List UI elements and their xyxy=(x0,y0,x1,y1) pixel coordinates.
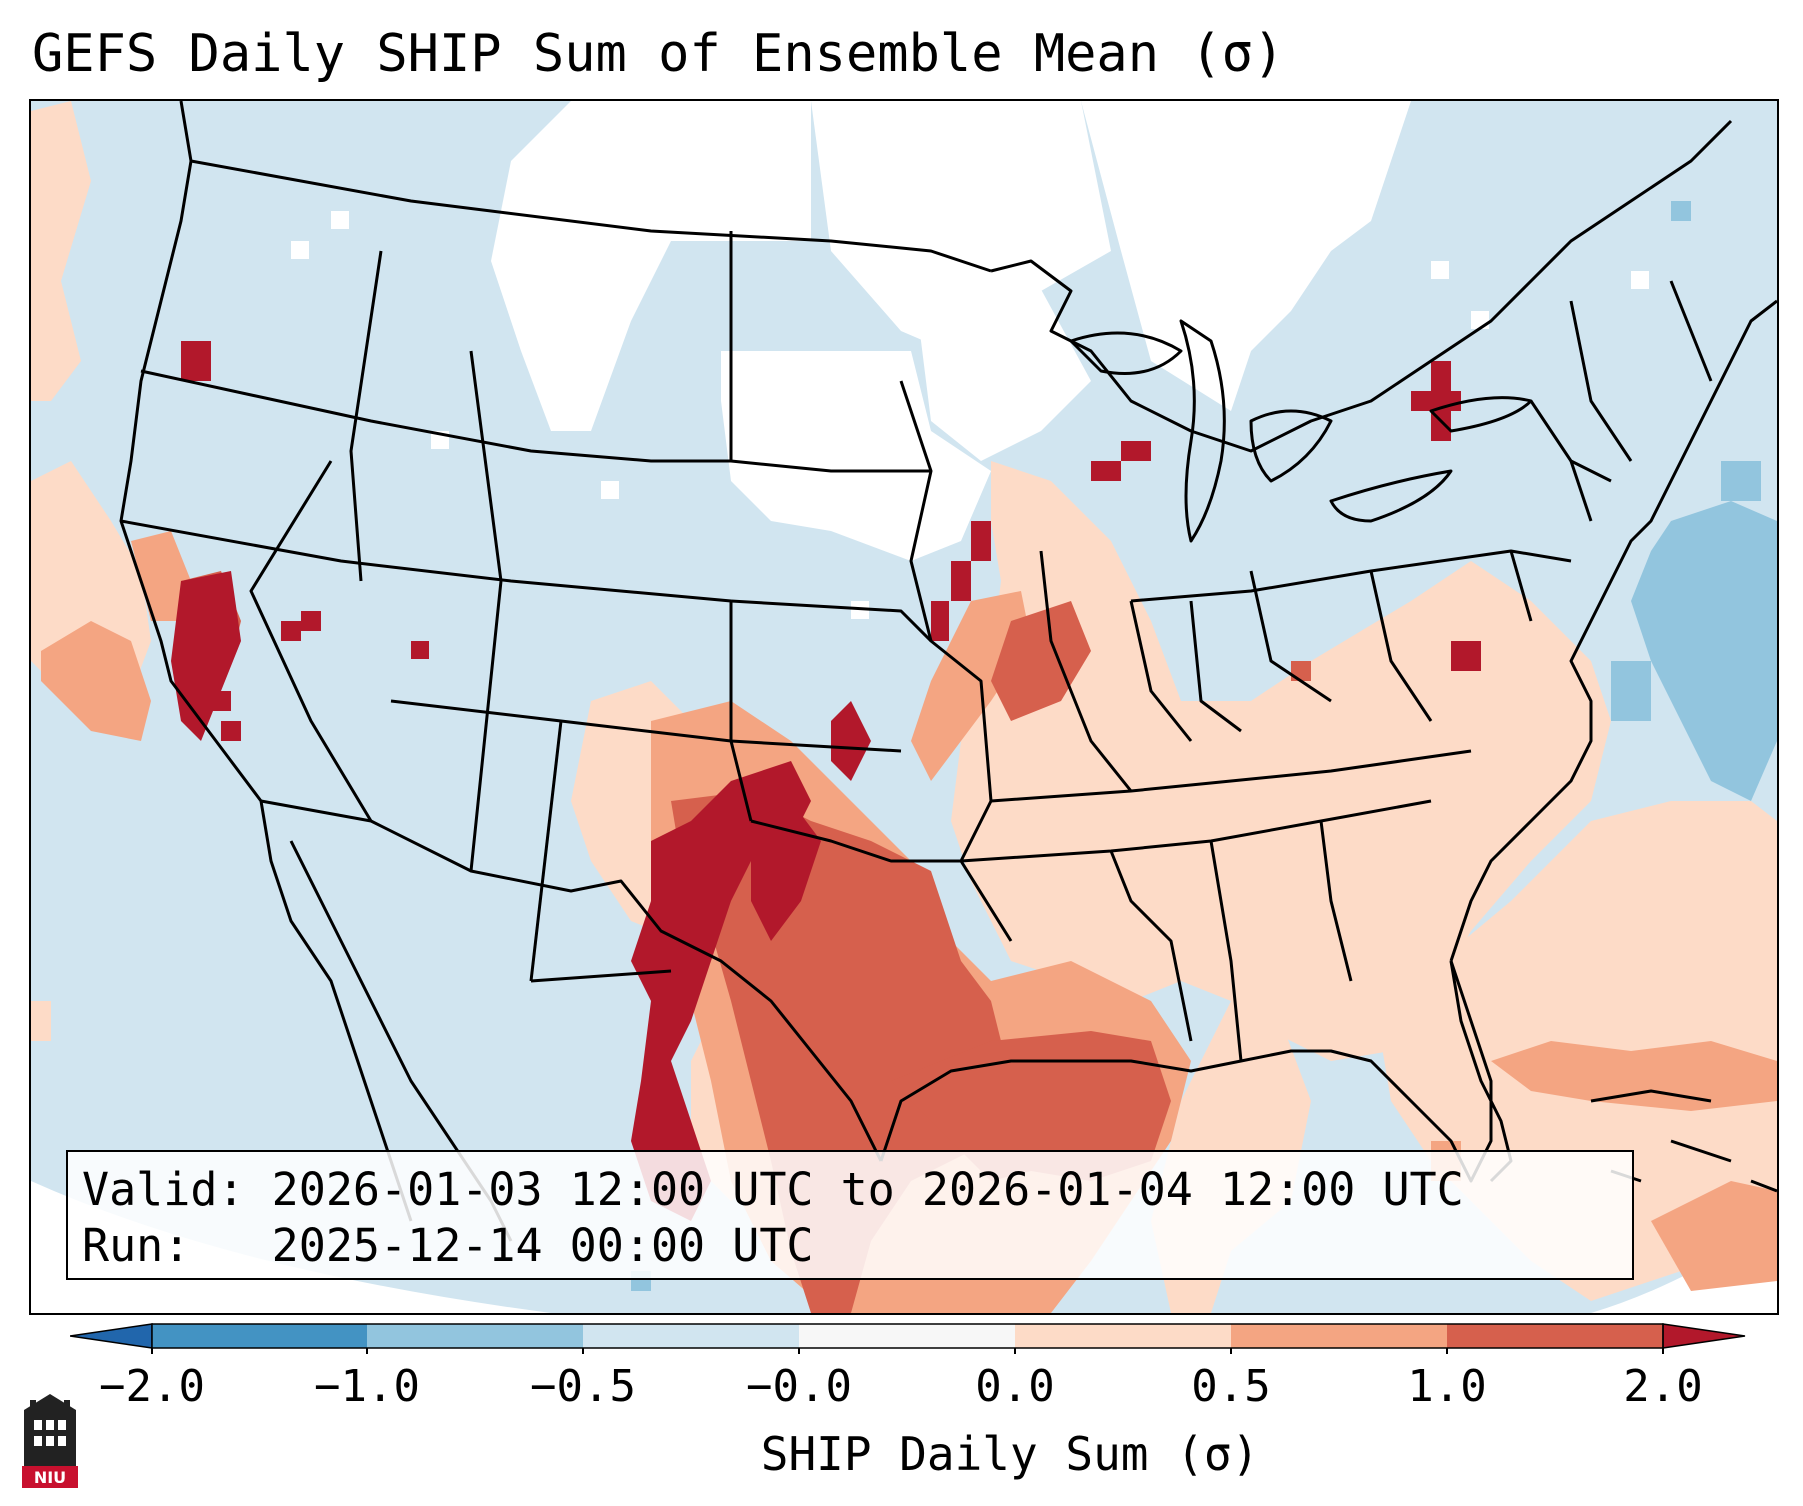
extreme-positive-areas xyxy=(171,341,1481,1221)
political-boundaries xyxy=(119,101,1777,1242)
colorbar-label: SHIP Daily Sum (σ) xyxy=(760,1427,1260,1481)
colorbar-bin-5 xyxy=(1015,1324,1231,1348)
colorbar-bin-6 xyxy=(1231,1324,1447,1348)
colorbar-bin-4 xyxy=(799,1324,1015,1348)
colorbar-bin-3 xyxy=(583,1324,799,1348)
near-zero-areas xyxy=(291,101,1649,619)
logo-text: NIU xyxy=(34,1468,66,1487)
map-title: GEFS Daily SHIP Sum of Ensemble Mean (σ) xyxy=(32,24,1285,84)
negative-anomaly-areas xyxy=(631,201,1777,1291)
colorbar-tick-label: 0.5 xyxy=(1191,1361,1271,1412)
colorbar-bin-2 xyxy=(367,1324,583,1348)
run-label: Run: xyxy=(82,1219,191,1272)
colorbar-tick-label: 0.0 xyxy=(975,1361,1055,1412)
colorbar xyxy=(70,1323,1746,1354)
colorbar-tick-label: −1.0 xyxy=(314,1361,420,1412)
run-time: 2025-12-14 00:00 UTC xyxy=(271,1219,814,1272)
valid-label: Valid: xyxy=(82,1163,245,1216)
colorbar-tick-label: −2.0 xyxy=(99,1361,205,1412)
niu-building-logo-icon: NIU xyxy=(22,1394,78,1488)
colorbar-tick-label: 1.0 xyxy=(1407,1361,1487,1412)
valid-run-info-box: Valid: 2026-01-03 12:00 UTC to 2026-01-0… xyxy=(66,1150,1634,1280)
valid-time: 2026-01-03 12:00 UTC to 2026-01-04 12:00… xyxy=(271,1163,1464,1216)
colorbar-extend-low xyxy=(70,1323,153,1349)
colorbar-bin-7 xyxy=(1447,1324,1663,1348)
colorbar-extend-high xyxy=(1662,1323,1746,1349)
colorbar-tick-label: −0.5 xyxy=(530,1361,636,1412)
colorbar-tick-label: 2.0 xyxy=(1623,1361,1703,1412)
map-panel xyxy=(29,99,1779,1315)
colorbar-bin-1 xyxy=(152,1324,367,1348)
ship-anomaly-map xyxy=(31,101,1777,1313)
colorbar-tick-label: −0.0 xyxy=(746,1361,852,1412)
